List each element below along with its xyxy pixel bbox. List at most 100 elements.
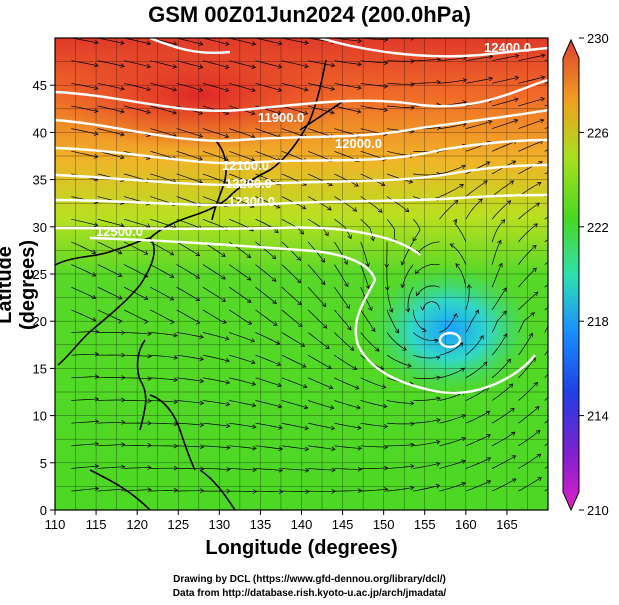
streamline-arrow (537, 477, 542, 482)
streamline (439, 165, 466, 175)
streamline-arrow (371, 327, 376, 333)
streamline-arrow (226, 445, 231, 450)
streamline (386, 218, 396, 243)
streamline-arrow (506, 358, 511, 364)
streamline-arrow (251, 402, 257, 408)
streamline (465, 335, 484, 356)
streamline (123, 332, 152, 335)
streamline-arrow (354, 182, 359, 187)
streamline (97, 264, 122, 277)
streamline-arrow (345, 304, 350, 309)
streamline-arrow (331, 446, 336, 452)
streamline-arrow (436, 439, 441, 445)
streamline-arrow (147, 465, 152, 470)
streamline (229, 82, 256, 92)
streamline-arrow (535, 406, 540, 411)
streamline (413, 397, 441, 401)
contour-label: 12500.0 (96, 224, 143, 239)
streamline (229, 38, 256, 45)
streamline (123, 489, 152, 492)
streamline-arrow (408, 179, 414, 184)
streamline (150, 309, 175, 323)
streamline-arrow (404, 207, 410, 213)
streamline (281, 354, 306, 368)
streamline-arrow (541, 32, 545, 36)
streamline-arrow (146, 86, 151, 92)
streamline (150, 264, 174, 278)
streamline (544, 349, 548, 356)
streamline (176, 82, 203, 91)
y-tick-label: 45 (33, 78, 47, 93)
streamline-arrow (357, 38, 362, 44)
streamline-arrow (461, 414, 466, 419)
streamline-arrow (497, 239, 502, 245)
y-tick-label: 35 (33, 173, 47, 188)
streamline (386, 82, 414, 85)
streamline (334, 490, 362, 492)
streamline-arrow (320, 280, 326, 286)
streamline (281, 468, 309, 471)
streamline-arrow (354, 385, 360, 390)
streamline-arrow (304, 40, 309, 46)
streamline (150, 82, 177, 91)
streamline (360, 105, 388, 111)
streamline (176, 264, 200, 279)
streamline-arrow (273, 321, 278, 326)
streamline-arrow (357, 61, 362, 67)
streamline (71, 38, 99, 44)
y-tick-label: 30 (33, 220, 47, 235)
colorbar-tick-label: 210 (587, 503, 609, 518)
streamline-arrow (147, 353, 152, 359)
streamline-arrow (388, 308, 394, 313)
streamline (176, 445, 204, 448)
streamline-arrow (502, 310, 507, 316)
streamline (176, 400, 204, 404)
streamline (202, 445, 230, 449)
streamline (491, 310, 507, 333)
streamline (386, 354, 412, 367)
x-tick-label: 115 (86, 517, 107, 532)
streamline-arrow (224, 133, 230, 139)
streamline (413, 354, 440, 359)
streamline-arrow (225, 336, 230, 341)
y-tick-label: 5 (40, 456, 47, 471)
streamline-arrow (410, 81, 415, 87)
streamline (123, 377, 152, 380)
streamline (334, 422, 362, 429)
streamline-arrow (514, 97, 519, 103)
streamline (97, 241, 122, 255)
streamline-arrow (325, 344, 330, 350)
streamline-arrow (384, 465, 389, 471)
streamline (518, 406, 540, 424)
streamline (360, 264, 370, 289)
streamline (97, 82, 125, 90)
streamline-arrow (532, 267, 537, 273)
streamline-arrow (343, 260, 349, 265)
streamline-arrow (410, 401, 415, 406)
streamline-arrow (383, 83, 389, 89)
streamline (412, 309, 427, 332)
streamline (308, 445, 335, 450)
streamline-arrow (275, 204, 281, 209)
streamline (255, 354, 281, 366)
streamline-arrow (246, 276, 252, 281)
streamline (308, 105, 335, 114)
streamline-arrow (436, 418, 441, 423)
streamline (360, 60, 388, 64)
streamline-arrow (347, 325, 352, 331)
streamline-arrow (172, 110, 177, 115)
streamline (150, 241, 174, 256)
streamline (492, 38, 495, 39)
streamline (360, 241, 369, 267)
streamline-arrow (304, 63, 309, 69)
streamline-arrow (251, 381, 257, 386)
streamline-arrow (436, 375, 441, 381)
streamline (281, 38, 309, 44)
streamline (518, 245, 537, 265)
streamline-arrow (120, 86, 125, 91)
streamline (229, 377, 256, 385)
credit-drawing: Drawing by DCL (https://www.gfd-dennou.o… (173, 574, 446, 585)
streamline (491, 263, 503, 288)
streamline (71, 443, 99, 447)
streamline-arrow (146, 109, 151, 115)
